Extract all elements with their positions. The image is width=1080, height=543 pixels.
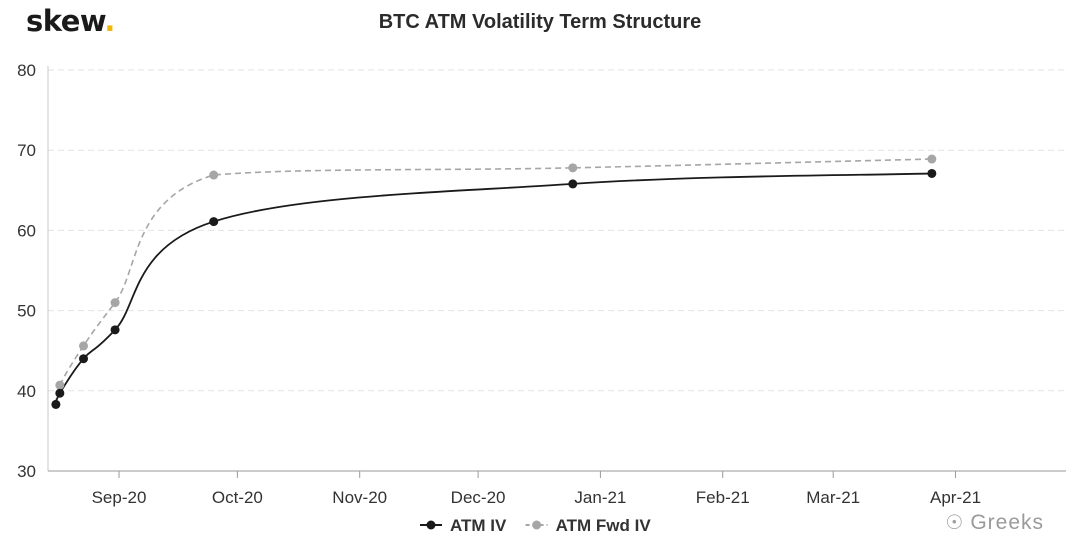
x-tick-label: Dec-20 xyxy=(451,488,506,507)
legend-label: ATM Fwd IV xyxy=(556,516,652,535)
y-tick-label: 80 xyxy=(17,61,36,80)
wechat-icon: ☉ xyxy=(945,512,965,534)
legend[interactable]: ATM IV ATM Fwd IV xyxy=(420,516,651,535)
y-tick-label: 70 xyxy=(17,141,36,160)
axes: 30 40 50 60 70 80 Sep-20 Oct-20 Nov-20 Dec-20 Jan-… xyxy=(17,61,1066,507)
logo-dot: . xyxy=(104,4,115,38)
y-tick-label: 30 xyxy=(17,462,36,481)
x-tick-label: Feb-21 xyxy=(696,488,750,507)
legend-item-atm-fwd-iv[interactable]: ATM Fwd IV xyxy=(525,516,652,535)
data-point-atm-fwd-iv xyxy=(79,341,89,351)
x-tick-label: Nov-20 xyxy=(332,488,387,507)
x-tick-label: Mar-21 xyxy=(806,488,860,507)
data-point-atm-fwd-iv xyxy=(927,154,937,164)
legend-marker xyxy=(532,520,542,530)
chart-title: BTC ATM Volatility Term Structure xyxy=(378,11,702,33)
data-point-atm-iv xyxy=(51,399,61,409)
data-point-atm-iv xyxy=(568,179,578,189)
data-point-atm-iv xyxy=(110,325,120,335)
x-tick-label: Oct-20 xyxy=(212,488,263,507)
series-points xyxy=(51,154,937,409)
series-lines xyxy=(55,158,932,405)
legend-marker xyxy=(426,520,436,530)
data-point-atm-fwd-iv xyxy=(110,298,120,308)
data-point-atm-iv xyxy=(55,388,65,398)
watermark-text: Greeks xyxy=(970,511,1044,534)
y-tick-label: 40 xyxy=(17,382,36,401)
legend-label: ATM IV xyxy=(450,516,507,535)
y-tick-label: 50 xyxy=(17,302,36,321)
series-line-atm-fwd-iv xyxy=(55,158,932,405)
data-point-atm-fwd-iv xyxy=(568,163,578,173)
gridlines xyxy=(48,69,1066,392)
y-tick-label: 60 xyxy=(17,221,36,240)
data-point-atm-iv xyxy=(209,217,219,227)
data-point-atm-iv xyxy=(927,168,937,178)
data-point-atm-fwd-iv xyxy=(209,170,219,180)
series-line-atm-iv xyxy=(55,172,932,405)
legend-item-atm-iv[interactable]: ATM IV xyxy=(420,516,507,535)
data-point-atm-fwd-iv xyxy=(55,380,65,390)
x-tick-label: Jan-21 xyxy=(574,488,626,507)
data-point-atm-iv xyxy=(79,354,89,364)
watermark: ☉ Greeks xyxy=(945,510,1044,535)
logo-text: skew xyxy=(26,4,105,38)
x-tick-label: Apr-21 xyxy=(930,488,981,507)
x-tick-label: Sep-20 xyxy=(92,488,147,507)
skew-logo: skew. xyxy=(26,4,115,38)
